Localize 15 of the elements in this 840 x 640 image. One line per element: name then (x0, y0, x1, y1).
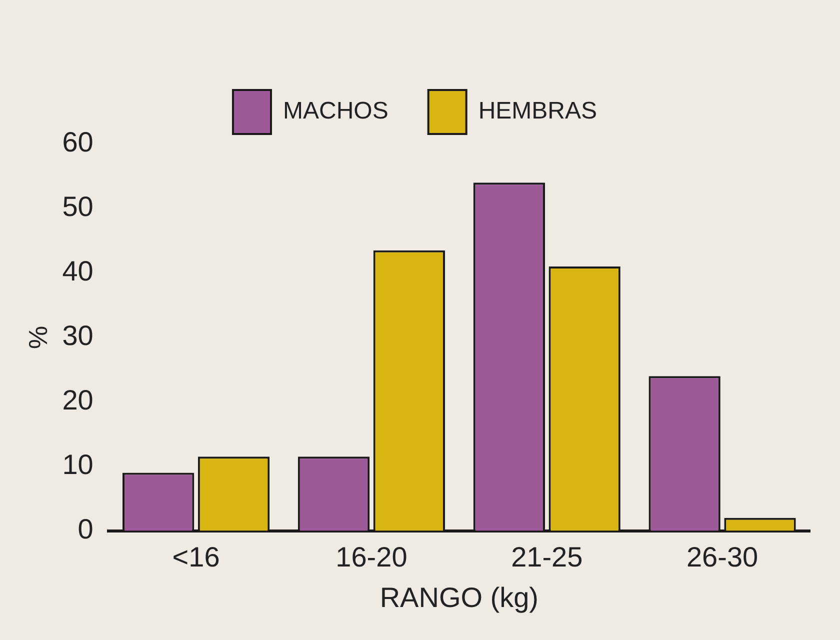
legend-label: HEMBRAS (478, 98, 598, 125)
y-tick-label: 50 (62, 191, 94, 222)
x-tick-label: 21-25 (511, 541, 583, 572)
x-axis-title: RANGO (kg) (380, 582, 539, 613)
x-tick-label: 26-30 (686, 541, 758, 572)
y-tick-label: 20 (62, 384, 94, 416)
y-tick-label: 10 (62, 449, 94, 480)
y-tick-label: 30 (62, 320, 94, 352)
y-tick-label: 0 (78, 514, 94, 545)
y-axis-title: % (22, 326, 53, 349)
x-tick-label: 16-20 (336, 541, 408, 572)
y-tick-label: 40 (62, 256, 94, 287)
x-tick-label: <16 (172, 541, 220, 572)
y-tick-label: 60 (62, 126, 94, 158)
legend-label: MACHOS (282, 98, 388, 125)
